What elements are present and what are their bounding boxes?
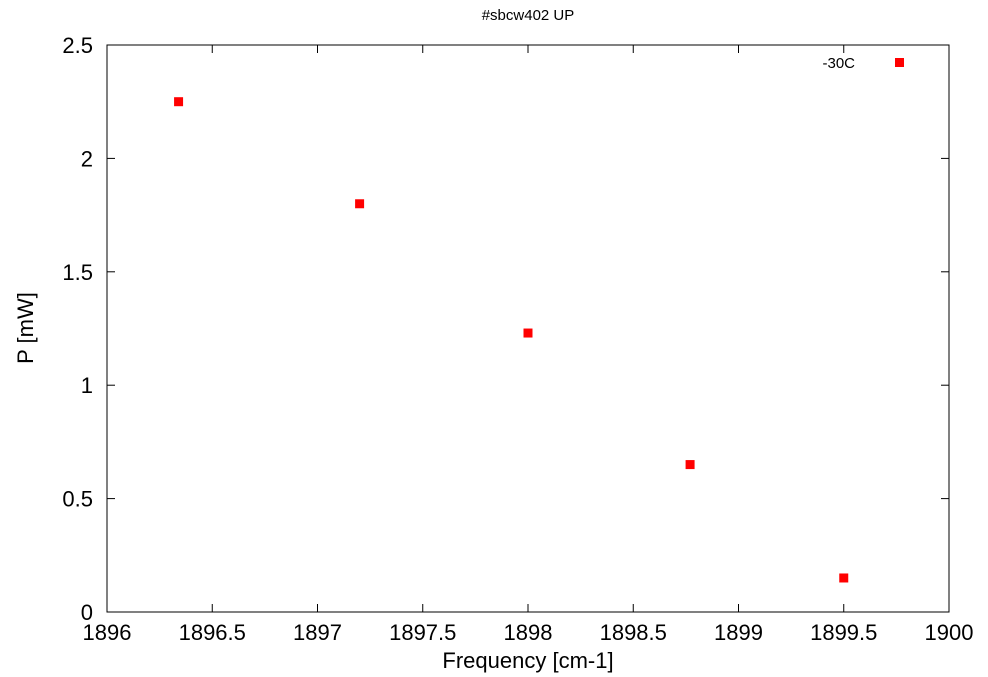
y-tick-label: 2.5 [62,33,93,58]
y-tick-label: 1.5 [62,260,93,285]
legend-label: -30C [822,55,855,72]
y-axis-title: P [mW] [13,292,38,364]
x-tick-label: 1896 [83,620,132,645]
x-axis: 1896 1896.5 1897 1897.5 1898 1898.5 1899 1899.5… [83,45,974,645]
x-axis-title: Frequency [cm-1] [442,648,613,673]
chart-title: #sbcw402 UP [482,7,575,24]
x-tick-label: 1898 [504,620,553,645]
y-tick-label: 1 [81,373,93,398]
y-tick-label: 0 [81,600,93,625]
y-tick-label: 2 [81,146,93,171]
data-point [174,97,184,107]
legend-marker [895,58,904,67]
plot-frame [106,44,950,613]
data-point [355,199,365,209]
legend: -30C [822,55,904,72]
y-axis: 0 0.5 1 1.5 2 2.5 [62,33,949,625]
x-tick-label: 1898.5 [600,620,667,645]
x-tick-label: 1896.5 [179,620,246,645]
x-tick-label: 1899 [714,620,763,645]
data-point [523,328,533,338]
x-tick-label: 1897.5 [389,620,456,645]
x-tick-label: 1897 [293,620,342,645]
data-point [839,573,849,583]
x-tick-label: 1900 [925,620,974,645]
data-point [685,460,695,470]
data-points [174,97,849,583]
x-tick-label: 1899.5 [810,620,877,645]
y-tick-label: 0.5 [62,487,93,512]
